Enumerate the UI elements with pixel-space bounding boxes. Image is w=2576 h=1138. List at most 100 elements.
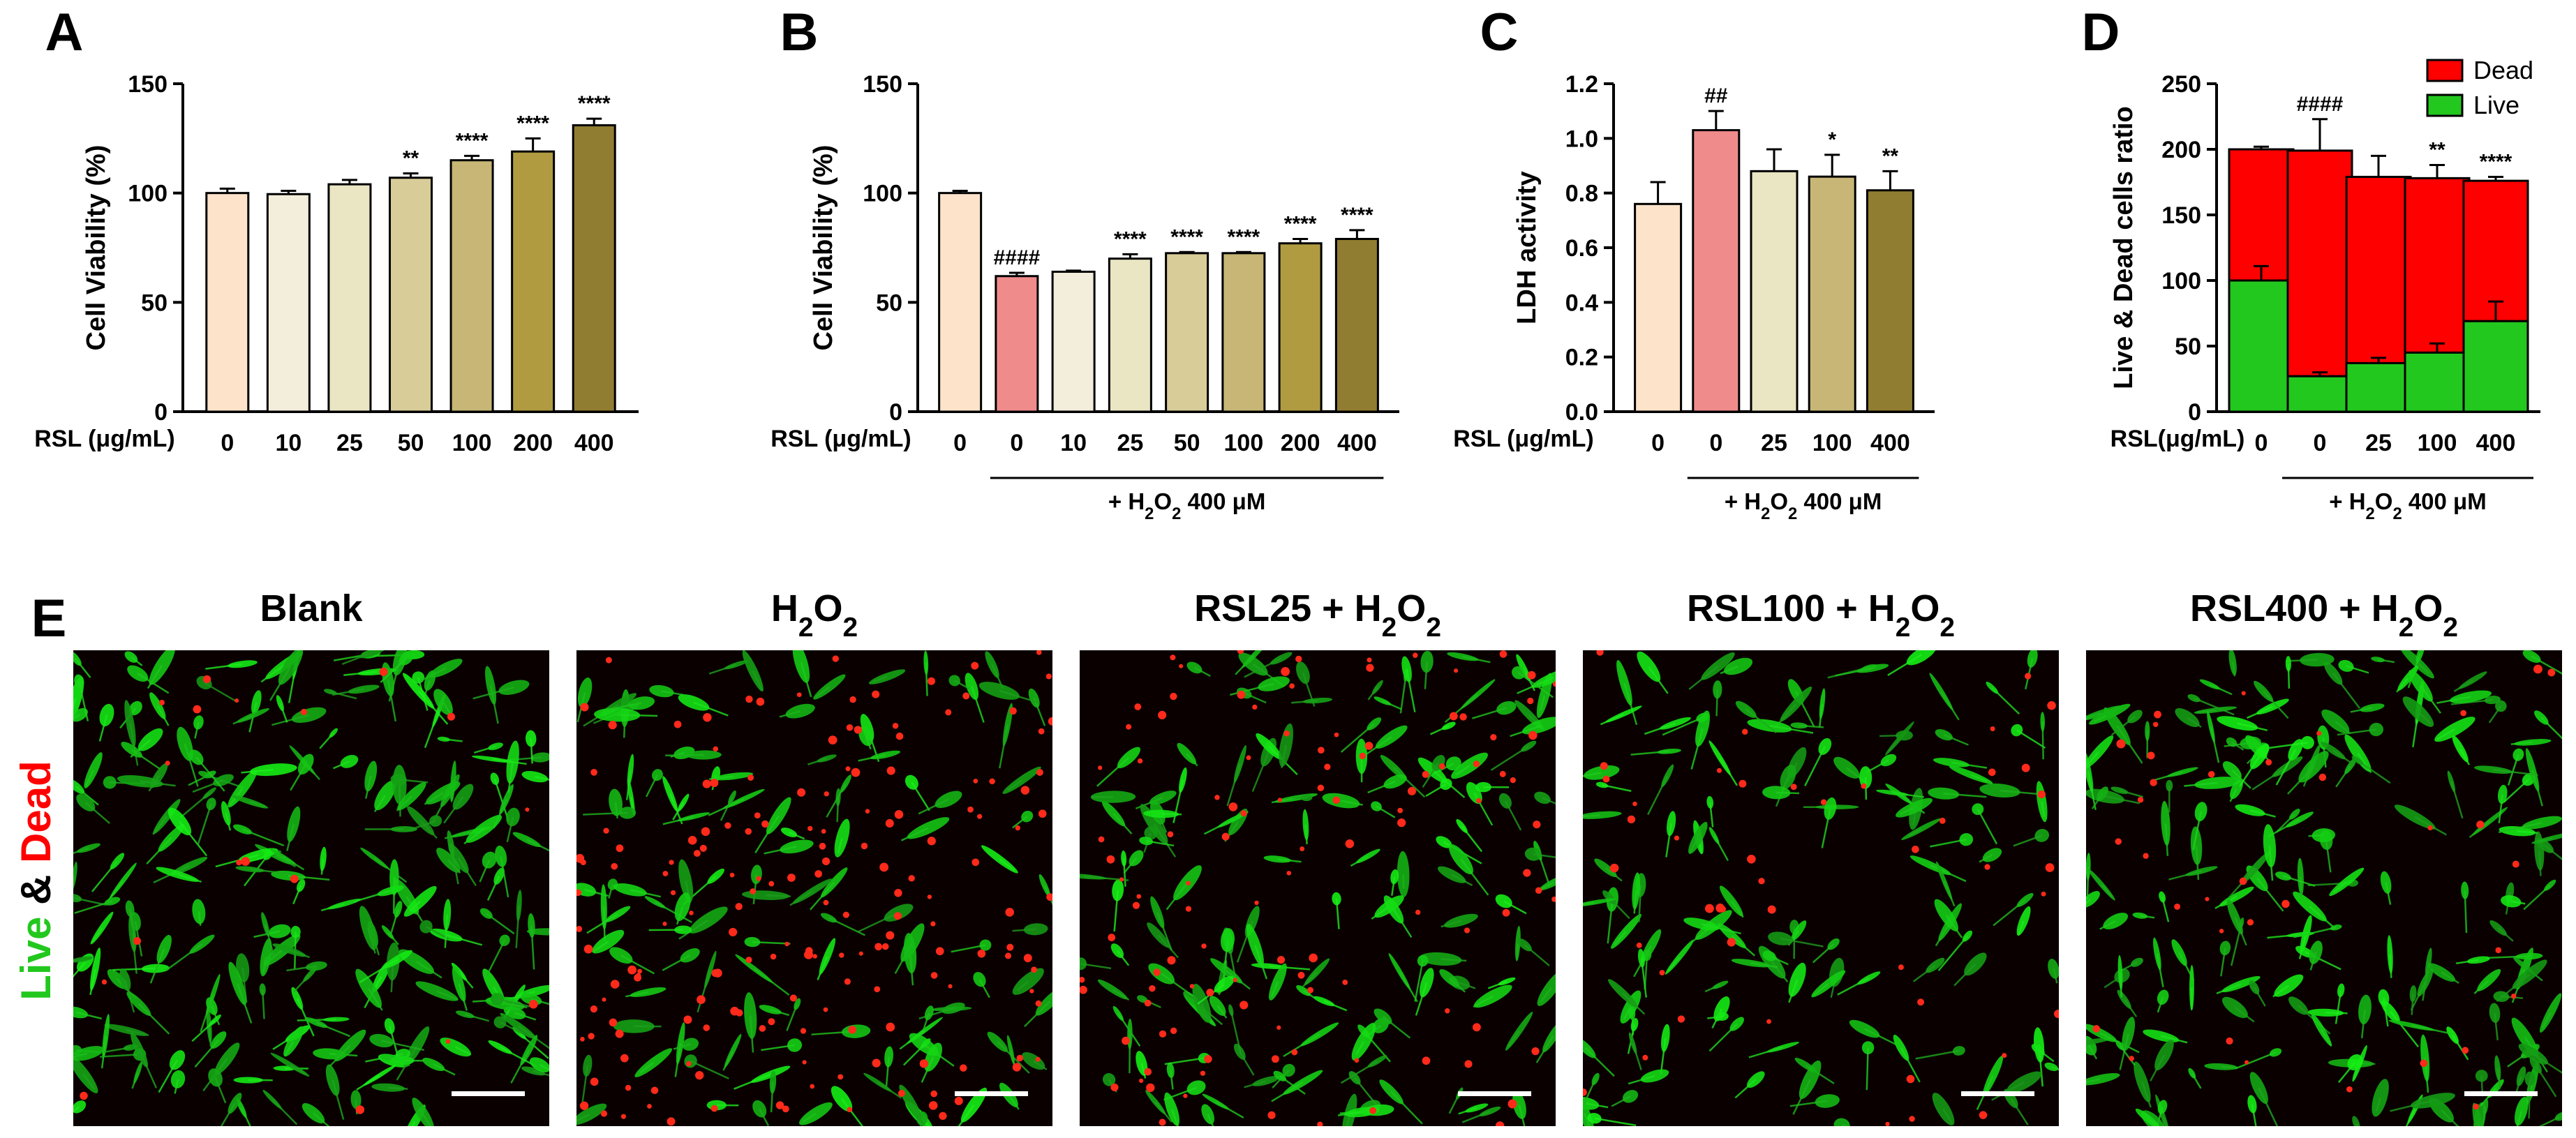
live-cell-process: [1713, 834, 1729, 861]
dead-cell: [756, 876, 761, 881]
live-cell-process: [605, 702, 642, 711]
live-cell-process: [2150, 771, 2183, 782]
live-cell-process: [902, 1042, 927, 1066]
dead-cell: [1552, 681, 1556, 687]
live-cell-process: [2533, 1053, 2562, 1074]
dead-cell: [647, 1104, 652, 1109]
live-cell-process: [2086, 751, 2099, 768]
live-cell: [291, 707, 327, 724]
dead-cell: [1281, 667, 1290, 676]
live-cell-process: [192, 779, 224, 793]
dead-cell: [1979, 1111, 1988, 1119]
live-cell-process: [1448, 978, 1466, 993]
live-cell-process: [2375, 1098, 2381, 1112]
live-cell-process: [661, 690, 684, 696]
live-cell-process: [1145, 839, 1175, 847]
live-cell-process: [828, 917, 865, 936]
live-cell-process: [2473, 979, 2490, 994]
dead-cell: [971, 661, 979, 670]
live-cell-process: [922, 1012, 930, 1031]
live-cell-process: [1008, 1094, 1020, 1110]
bar-dead: [2462, 179, 2529, 322]
live-cell-process: [149, 948, 165, 984]
dead-cell: [1300, 846, 1305, 852]
bar: [327, 183, 372, 413]
x-tick-label: 0: [1709, 430, 1722, 456]
live-cell-process: [1414, 960, 1424, 1002]
dead-cell: [1345, 839, 1355, 848]
micrograph-title: RSL25 + H2O2: [1194, 587, 1441, 643]
dead-cell: [892, 722, 899, 729]
x-tick-label: 100: [452, 430, 492, 456]
live-cell-process: [260, 664, 285, 683]
live-cell-process: [2086, 1041, 2090, 1044]
x-tick-label: 100: [1812, 430, 1852, 456]
dead-cell: [1317, 1121, 1323, 1126]
live-cell-process: [436, 990, 459, 1001]
live-cell-process: [1602, 784, 1632, 793]
dead-cell: [1201, 943, 1207, 949]
live-cell: [1296, 661, 1310, 684]
live-cell: [2011, 724, 2023, 737]
live-cell-process: [2263, 690, 2289, 719]
live-cell-process: [2441, 1109, 2459, 1126]
dead-cell: [1031, 966, 1037, 973]
live-cell-process: [99, 1054, 140, 1058]
dead-cell: [1988, 768, 1996, 777]
dead-cell: [576, 889, 582, 897]
live-cell: [2309, 941, 2323, 964]
live-cell-process: [2087, 771, 2097, 810]
live-cell-process: [1951, 761, 1988, 769]
dead-cell: [1674, 835, 1679, 841]
live-cell-process: [894, 942, 914, 974]
live-cell-process: [1169, 1070, 1174, 1090]
live-cell-process: [2116, 726, 2143, 764]
dead-cell: [1036, 768, 1043, 777]
live-cell-process: [73, 698, 77, 710]
live-cell-process: [1930, 838, 1967, 848]
live-cell-process: [899, 1030, 925, 1050]
live-cell-process: [1207, 1114, 1214, 1126]
live-cell-process: [1841, 1124, 1852, 1126]
live-cell-process: [2251, 1104, 2257, 1126]
live-cell-process: [1609, 897, 1630, 920]
live-cell-process: [1622, 992, 1646, 1015]
live-cell: [2159, 891, 2166, 903]
live-cell-process: [2267, 742, 2308, 749]
bar: [1334, 237, 1379, 413]
x-tick-label: 400: [2476, 430, 2516, 456]
live-cell-process: [129, 723, 139, 766]
dead-cell: [930, 921, 936, 927]
live-cell-process: [1818, 703, 1824, 728]
live-cell-process: [1633, 890, 1637, 914]
y-tick-label: 150: [2161, 202, 2201, 229]
live-cell-process: [2411, 1024, 2450, 1035]
live-cell-process: [1367, 780, 1396, 794]
dead-cell: [1106, 855, 1115, 864]
live-cell-process: [465, 1013, 490, 1022]
live-cell-process: [433, 1063, 456, 1076]
significance-label: **: [1882, 144, 1899, 167]
live-cell-process: [296, 998, 315, 1037]
live-cell-process: [1507, 1031, 1520, 1047]
dead-cell: [1324, 763, 1331, 770]
live-cell-process: [2337, 728, 2376, 736]
dead-cell: [611, 862, 618, 870]
live-cell-process: [214, 1077, 227, 1104]
live-cell: [2358, 994, 2372, 1025]
dead-cell: [846, 724, 854, 731]
live-cell-process: [734, 1073, 771, 1090]
live-cell-process: [1244, 692, 1267, 704]
live-cell-process: [2515, 1076, 2522, 1093]
live-cell-process: [1304, 825, 1308, 845]
dead-cell: [2152, 721, 2159, 728]
live-cell-process: [2481, 1107, 2487, 1126]
live-cell-process: [2283, 875, 2316, 887]
dead-cell: [845, 766, 851, 772]
live-cell-process: [497, 998, 530, 1008]
live-cell-process: [2488, 705, 2502, 724]
dead-cell: [1527, 671, 1536, 680]
live-cell-process: [1788, 979, 1799, 1003]
live-cell-process: [1771, 961, 1789, 983]
